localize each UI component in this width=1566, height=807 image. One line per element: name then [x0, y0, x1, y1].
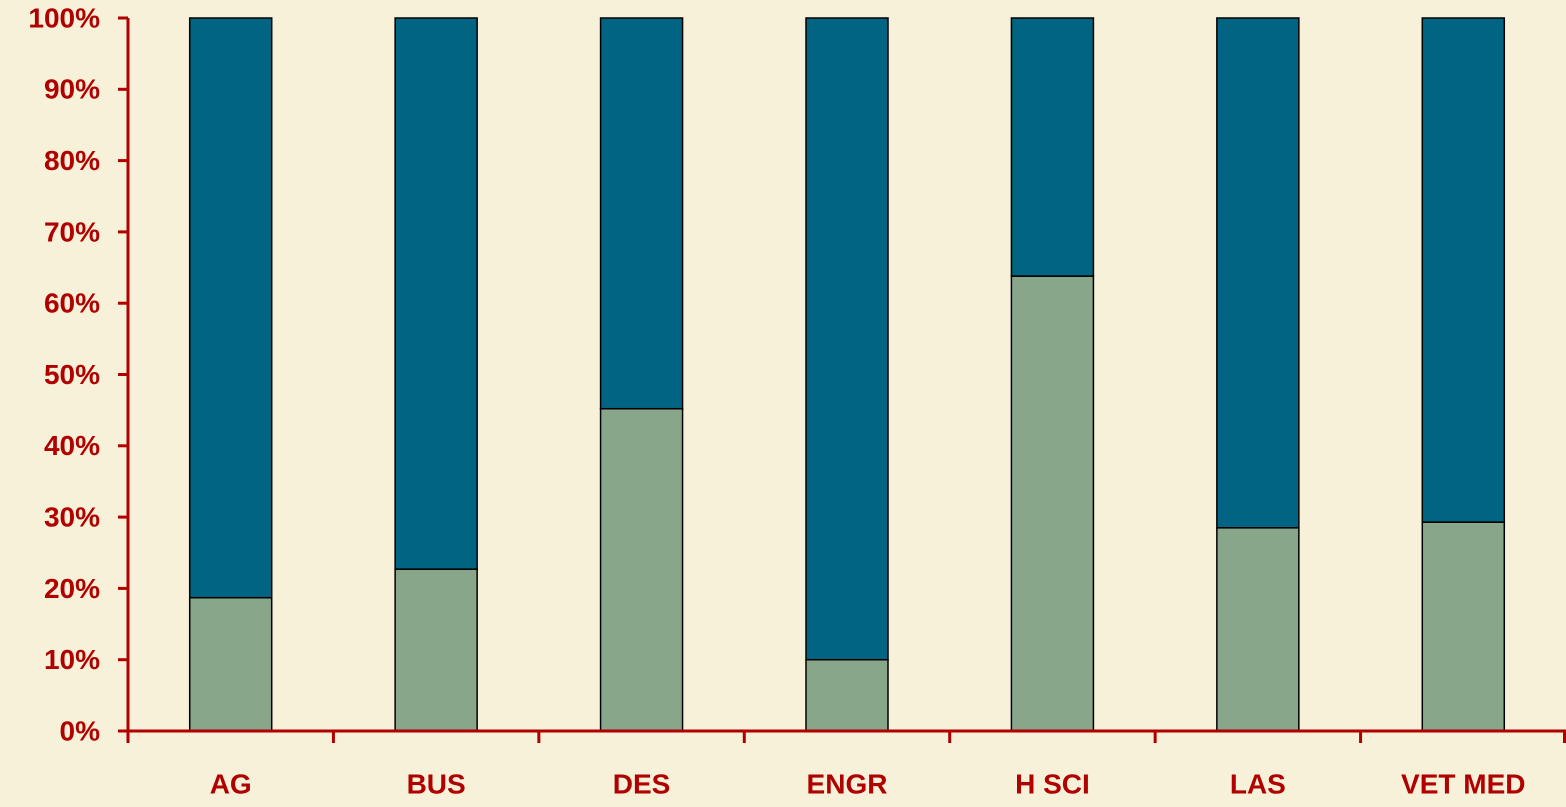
y-tick-label: 30%	[44, 501, 100, 532]
y-tick-label: 60%	[44, 288, 100, 319]
bar-segment	[1216, 17, 1300, 529]
x-tick-label: H SCI	[1015, 768, 1090, 799]
y-tick-label: 80%	[44, 145, 100, 176]
bar-segment	[188, 596, 273, 732]
x-tick-label: BUS	[407, 768, 466, 799]
bar-segment	[1010, 17, 1095, 277]
x-tick-label: LAS	[1230, 768, 1286, 799]
x-tick-label: DES	[613, 768, 671, 799]
y-tick-label: 70%	[44, 216, 100, 247]
x-tick-label: ENGR	[807, 768, 888, 799]
bar-segment	[599, 407, 684, 732]
bar-segment	[805, 658, 889, 732]
bar-segment	[1010, 275, 1095, 732]
bar-segment	[394, 568, 478, 732]
bar-segment	[1421, 521, 1506, 732]
y-tick-label: 40%	[44, 430, 100, 461]
bar-segment	[1421, 17, 1506, 523]
y-tick-label: 20%	[44, 573, 100, 604]
bar-segment	[394, 17, 478, 570]
y-tick-label: 100%	[28, 2, 100, 33]
bar-segment	[599, 17, 684, 410]
x-tick-label: VET MED	[1401, 768, 1525, 799]
y-tick-label: 90%	[44, 74, 100, 105]
y-tick-label: 0%	[60, 715, 101, 746]
y-tick-label: 10%	[44, 644, 100, 675]
x-tick-label: AG	[210, 768, 252, 799]
bar-segment	[1216, 527, 1300, 732]
y-tick-label: 50%	[44, 359, 100, 390]
bar-segment	[805, 17, 889, 661]
bar-segment	[188, 17, 273, 599]
